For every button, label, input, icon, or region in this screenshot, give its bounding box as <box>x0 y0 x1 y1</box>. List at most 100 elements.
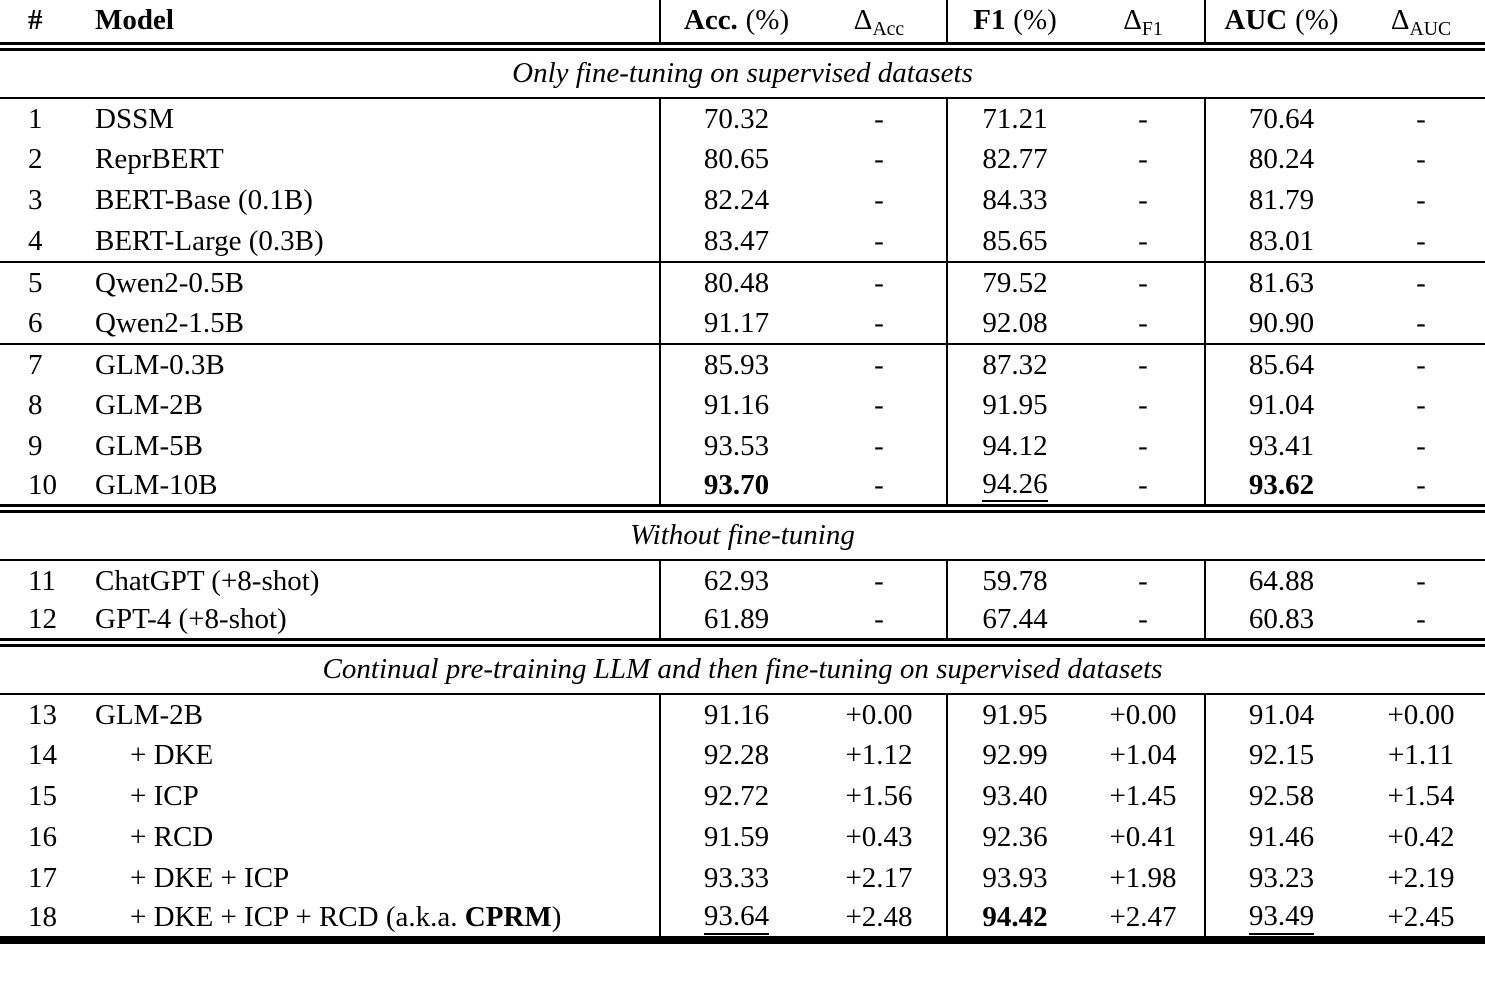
cell-model: GPT-4 (+8-shot) <box>95 602 287 635</box>
cell-row-number: 7 <box>0 343 95 385</box>
cell-auc: 92.58 <box>1204 776 1357 817</box>
cell-delta-acc: +2.48 <box>845 901 913 933</box>
cell-f1: 93.40 <box>946 776 1082 817</box>
section-title-row: Without fine-tuning <box>0 503 1485 561</box>
cell-f1: 94.42 <box>946 899 1082 940</box>
cell-delta-f1: - <box>1138 468 1148 501</box>
header-auc-label: AUC <box>1224 4 1288 37</box>
cell-delta-auc: - <box>1416 143 1426 175</box>
table-body: Only fine-tuning on supervised datasets 1… <box>0 41 1485 940</box>
cell-auc: 83.01 <box>1204 221 1357 262</box>
cell-delta-f1: - <box>1082 261 1205 303</box>
cell-acc: 93.53 <box>659 426 812 467</box>
cell-delta-acc: - <box>874 102 884 135</box>
metric-value: 94.42 <box>982 901 1048 933</box>
table-row: 11 ChatGPT (+8-shot) 62.93 - 59.78 - 64.88 - <box>0 560 1485 601</box>
table-row: 8 GLM-2B 91.16 - 91.95 - 91.04 - <box>0 385 1485 426</box>
metric-value: 93.70 <box>703 468 770 501</box>
cell-delta-acc: - <box>874 602 884 635</box>
table-header: # Model Acc. (%) ΔAcc F1 (%) ΔF1 AUC (%) ΔA… <box>0 0 1485 46</box>
cell-acc: 82.24 <box>659 180 812 221</box>
cell-delta-auc: +2.45 <box>1387 901 1455 933</box>
cell-f1: 91.95 <box>946 385 1082 426</box>
header-delta-auc: ΔAUC <box>1357 0 1485 46</box>
cell-delta-auc: - <box>1416 102 1426 135</box>
cell-row-number: 8 <box>28 389 43 421</box>
table-row: 12 GPT-4 (+8-shot) 61.89 - 67.44 - 60.83 - <box>0 601 1485 642</box>
cell-acc: 61.89 <box>659 601 812 642</box>
cell-delta-f1: +1.98 <box>1109 862 1177 894</box>
header-model: Model <box>95 0 660 46</box>
cell-delta-acc: - <box>874 224 884 257</box>
metric-value: 93.64 <box>703 901 770 935</box>
cell-delta-auc: +1.54 <box>1387 780 1455 812</box>
header-auc-unit: (%) <box>1295 4 1339 37</box>
cell-model: + DKE + ICP <box>130 862 290 894</box>
header-num-label: # <box>28 4 43 37</box>
cell-auc: 80.24 <box>1204 139 1357 180</box>
table-row: 18 + DKE + ICP + RCD (a.k.a. CPRM) 93.64 +2… <box>0 899 1485 940</box>
cell-model: GLM-10B <box>95 468 218 501</box>
table-row: 13 GLM-2B 91.16 +0.00 91.95 +0.00 91.04 +0.00 <box>0 694 1485 735</box>
cell-row-number: 14 <box>28 739 57 771</box>
cell-acc: 93.33 <box>659 858 812 899</box>
cell-f1: 84.33 <box>946 180 1082 221</box>
cell-delta-f1: - <box>1138 306 1148 339</box>
cell-delta-f1: - <box>1082 343 1205 385</box>
cell-delta-acc: - <box>874 430 884 462</box>
cell-model: GLM-0.3B <box>95 343 660 385</box>
delta-subscript: Acc <box>872 18 905 41</box>
cell-row-number: 16 <box>28 821 57 853</box>
delta-symbol: Δ <box>1390 4 1410 37</box>
cell-f1: 87.32 <box>946 343 1082 385</box>
cell-row-number: 5 <box>0 261 95 303</box>
model-name-bold: CPRM <box>464 901 552 933</box>
table-row: 16 + RCD 91.59 +0.43 92.36 +0.41 91.46 +0.42 <box>0 817 1485 858</box>
table-row: 7 GLM-0.3B 85.93-87.32-85.64- <box>0 343 1485 385</box>
cell-acc: 91.17 <box>659 303 812 344</box>
cell-auc: 91.04 <box>1204 385 1357 426</box>
header-auc: AUC (%) <box>1204 0 1357 46</box>
cell-delta-acc: - <box>874 184 884 216</box>
cell-delta-auc: - <box>1416 564 1426 597</box>
cell-delta-f1: - <box>1138 564 1148 597</box>
cell-delta-auc: +2.19 <box>1387 862 1455 894</box>
cell-f1: 85.65 <box>946 221 1082 262</box>
table-row: 14 + DKE 92.28 +1.12 92.99 +1.04 92.15 +1.11 <box>0 735 1485 776</box>
cell-delta-f1: - <box>1138 224 1148 257</box>
cell-f1: 94.12 <box>946 426 1082 467</box>
cell-acc: 85.93 <box>659 343 812 385</box>
header-num: # <box>0 0 95 46</box>
metric-value: 93.49 <box>1248 901 1315 935</box>
cell-delta-acc: - <box>874 306 884 339</box>
cell-acc: 70.32 <box>659 98 812 139</box>
cell-delta-acc: - <box>874 564 884 597</box>
cell-delta-auc: +0.42 <box>1387 821 1455 853</box>
table-row: 3 BERT-Base (0.1B) 82.24 - 84.33 - 81.79 - <box>0 180 1485 221</box>
cell-auc: 81.79 <box>1204 180 1357 221</box>
cell-f1: 92.08 <box>946 303 1082 344</box>
cell-row-number: 12 <box>28 602 57 635</box>
cell-delta-acc: +0.43 <box>845 821 913 853</box>
cell-model: BERT-Large (0.3B) <box>95 224 324 257</box>
cell-delta-auc: - <box>1416 184 1426 216</box>
cell-f1: 92.36 <box>946 817 1082 858</box>
cell-acc: 93.64 <box>659 899 812 940</box>
cell-row-number: 13 <box>28 698 57 731</box>
cell-model: ChatGPT (+8-shot) <box>95 564 320 597</box>
delta-subscript: F1 <box>1141 18 1163 41</box>
header-f1-label: F1 <box>973 4 1006 37</box>
cell-model: GLM-5B <box>95 430 203 462</box>
cell-row-number: 18 <box>28 901 57 933</box>
cell-row-number: 9 <box>28 430 43 462</box>
cell-model: + RCD <box>130 821 214 853</box>
cell-delta-auc: - <box>1416 430 1426 462</box>
cell-delta-f1: +2.47 <box>1109 901 1177 933</box>
section-title-row: Continual pre-training LLM and then fine… <box>0 637 1485 695</box>
table-row: 4 BERT-Large (0.3B) 83.47 - 85.65 - 83.01 - <box>0 221 1485 262</box>
header-acc-label: Acc. <box>683 4 738 37</box>
header-f1-unit: (%) <box>1013 4 1057 37</box>
cell-auc: 93.23 <box>1204 858 1357 899</box>
cell-acc: 91.16 <box>659 385 812 426</box>
cell-f1: 71.21 <box>946 98 1082 139</box>
